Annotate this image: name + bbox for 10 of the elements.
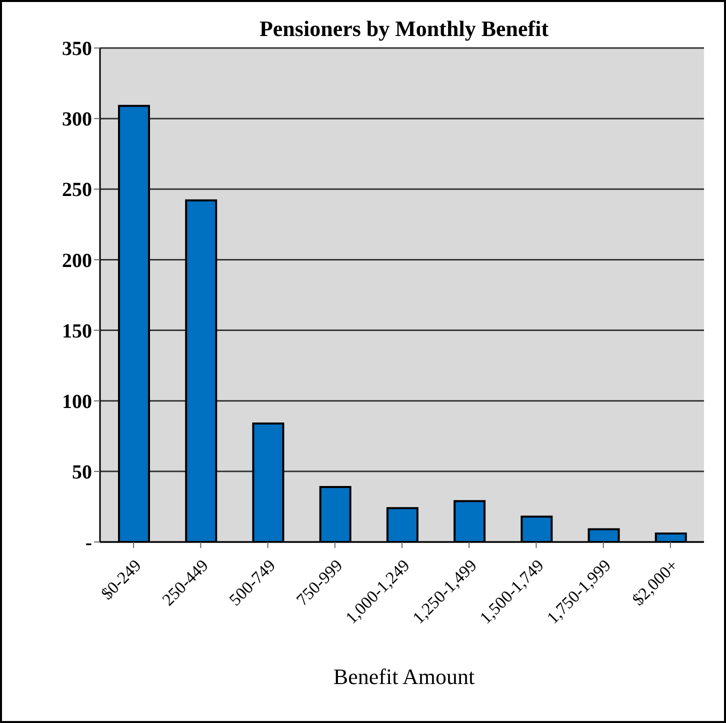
y-tick-label: - [85, 532, 92, 554]
y-tick-label: 300 [62, 108, 92, 131]
y-tick-label: 250 [62, 179, 92, 202]
y-tick-label: 50 [72, 462, 92, 484]
chart-title: Pensioners by Monthly Benefit [258, 16, 550, 42]
y-tick-label: 350 [62, 38, 92, 60]
y-tick-label: 150 [62, 320, 92, 342]
y-tick-label: 100 [62, 390, 92, 413]
x-axis-title: Benefit Amount [332, 664, 476, 690]
y-tick-label: 200 [62, 250, 92, 272]
